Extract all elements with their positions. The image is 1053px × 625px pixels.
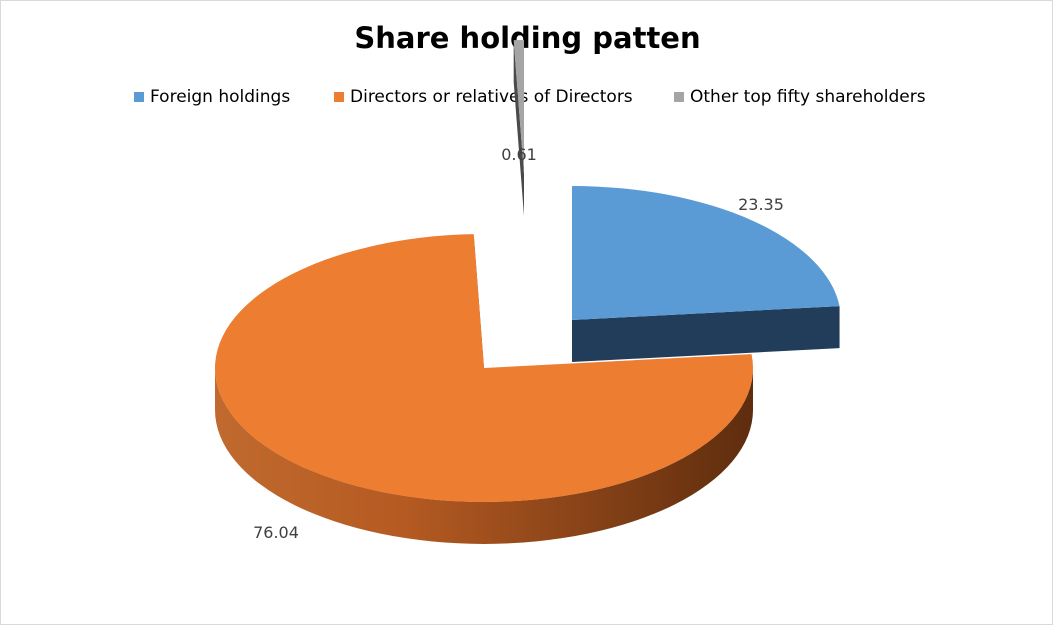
pie-slice-other-top-fifty (513, 40, 524, 174)
data-label-other-top-fifty: 0.61 (501, 145, 537, 164)
data-label-directors: 76.04 (253, 523, 299, 542)
chart-legend: Foreign holdings Directors or relatives … (1, 87, 1052, 111)
pie-slice-side-directors (215, 368, 753, 544)
legend-swatch-foreign-holdings (134, 92, 144, 102)
pie-slice-directors (214, 234, 753, 503)
legend-item-foreign-holdings: Foreign holdings (134, 87, 290, 107)
pie-slice-foreign-holdings (572, 186, 840, 320)
legend-label-other-top-fifty: Other top fifty shareholders (690, 87, 926, 107)
pie-slice-wall-other-top-fifty (513, 40, 524, 216)
legend-swatch-other-top-fifty (674, 92, 684, 102)
legend-swatch-directors (334, 92, 344, 102)
legend-label-directors: Directors or relatives of Directors (350, 87, 633, 107)
data-label-foreign-holdings: 23.35 (738, 195, 784, 214)
legend-label-foreign-holdings: Foreign holdings (150, 87, 291, 107)
legend-item-directors: Directors or relatives of Directors (334, 87, 633, 107)
legend-item-other-top-fifty: Other top fifty shareholders (674, 87, 926, 107)
chart-title: Share holding patten (354, 21, 701, 55)
pie-slice-wall-foreign-holdings (572, 306, 840, 362)
